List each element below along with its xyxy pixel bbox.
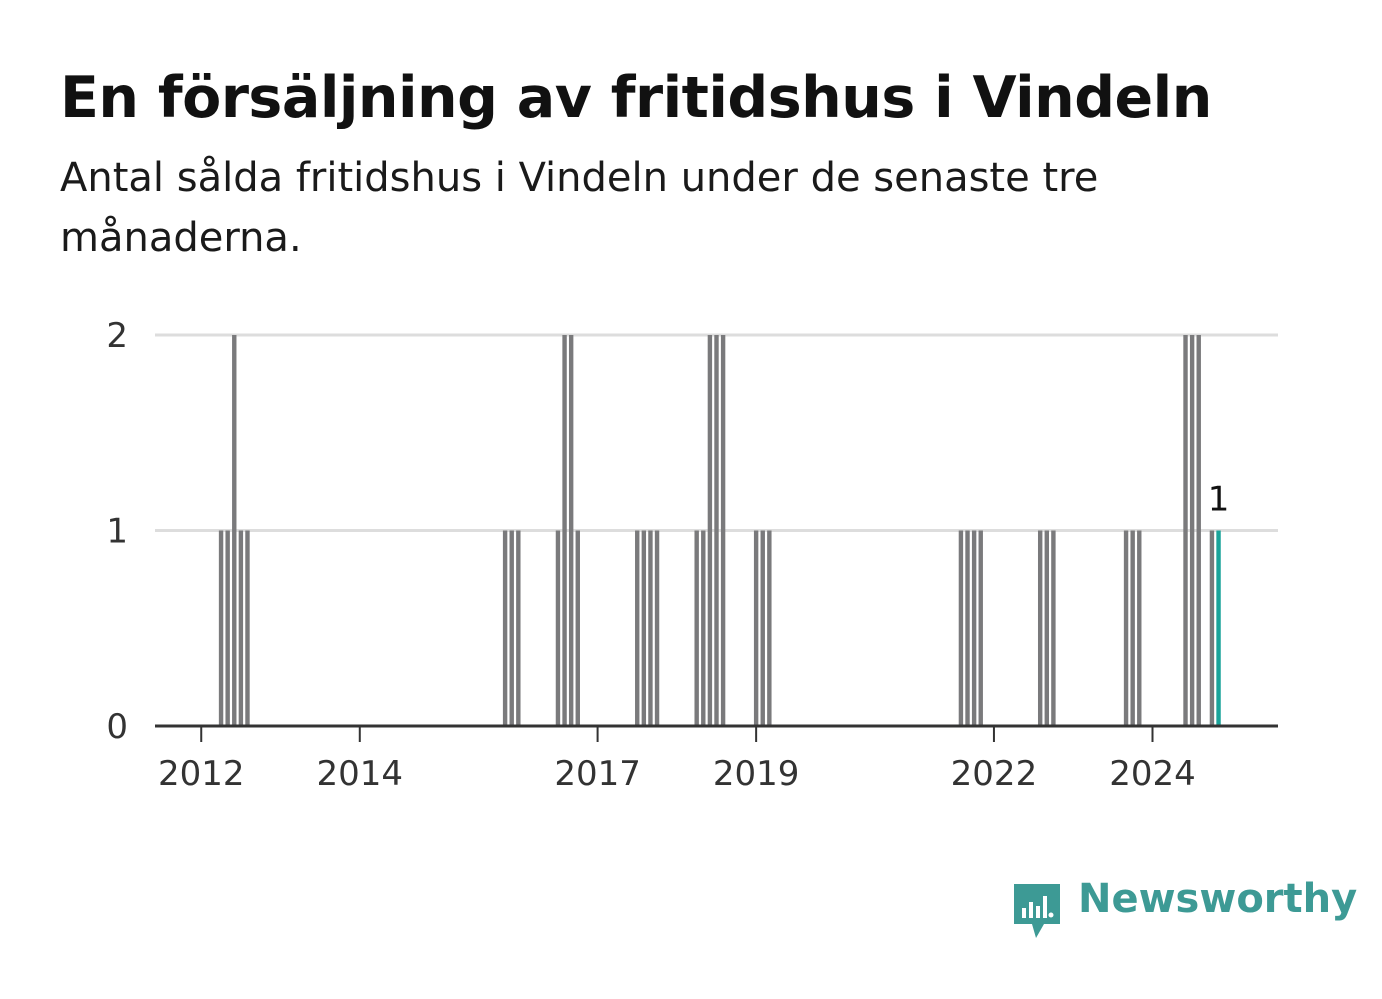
bar: [502, 530, 508, 726]
bar: [1196, 335, 1201, 726]
bar: [978, 530, 983, 726]
bar: [1123, 530, 1129, 726]
x-tick-label: 2022: [951, 754, 1038, 794]
bar: [1044, 530, 1049, 726]
newsworthy-logo-icon: [1014, 884, 1060, 938]
bar: [965, 530, 970, 726]
data-label: 1: [1208, 480, 1230, 520]
bar: [971, 530, 977, 726]
bar: [575, 530, 580, 726]
bar: [509, 530, 514, 726]
chart-subtitle: Antal sålda fritidshus i Vindeln under d…: [60, 155, 1099, 261]
bar: [245, 530, 250, 726]
bar: [753, 530, 759, 726]
bar: [1189, 335, 1195, 726]
brand-logo: Newsworthy: [1010, 876, 1357, 944]
bar: [760, 530, 765, 726]
bar: [701, 530, 706, 726]
x-tick-label: 2019: [713, 754, 800, 794]
bar: [568, 335, 574, 726]
bar: [555, 530, 561, 726]
bar: [767, 530, 772, 726]
y-tick-label: 2: [106, 316, 128, 356]
brand-name: Newsworthy: [1078, 876, 1358, 922]
bar: [694, 530, 699, 726]
bar: [635, 530, 640, 726]
x-tick-label: 2012: [158, 754, 245, 794]
bar: [1037, 530, 1043, 726]
bar: [648, 530, 653, 726]
bar: [232, 335, 237, 726]
bar-highlight: [1216, 530, 1221, 726]
bar: [516, 530, 521, 726]
bars: [218, 335, 1221, 726]
bar: [707, 335, 713, 726]
bar: [654, 530, 660, 726]
bar: [562, 335, 567, 726]
bar: [218, 530, 224, 726]
bar: [1137, 530, 1142, 726]
bar: [1130, 530, 1135, 726]
x-tick-label: 2014: [317, 754, 404, 794]
bar: [238, 530, 244, 726]
axes: [155, 724, 1278, 742]
bar: [958, 530, 964, 726]
y-tick-label: 1: [106, 512, 128, 552]
x-tick-label: 2017: [554, 754, 641, 794]
bar: [714, 335, 719, 726]
bar: [1209, 530, 1215, 726]
x-tick-label: 2024: [1109, 754, 1196, 794]
bar: [1051, 530, 1056, 726]
bar: [641, 530, 647, 726]
bar: [1183, 335, 1188, 726]
y-tick-label: 0: [106, 707, 128, 747]
chart-title: En försäljning av fritidshus i Vindeln: [60, 65, 1212, 131]
bar: [225, 530, 230, 726]
bar: [720, 335, 726, 726]
labels: 0 1 2 1 2012 2014 2017 2019 2022 2024: [106, 316, 1229, 794]
